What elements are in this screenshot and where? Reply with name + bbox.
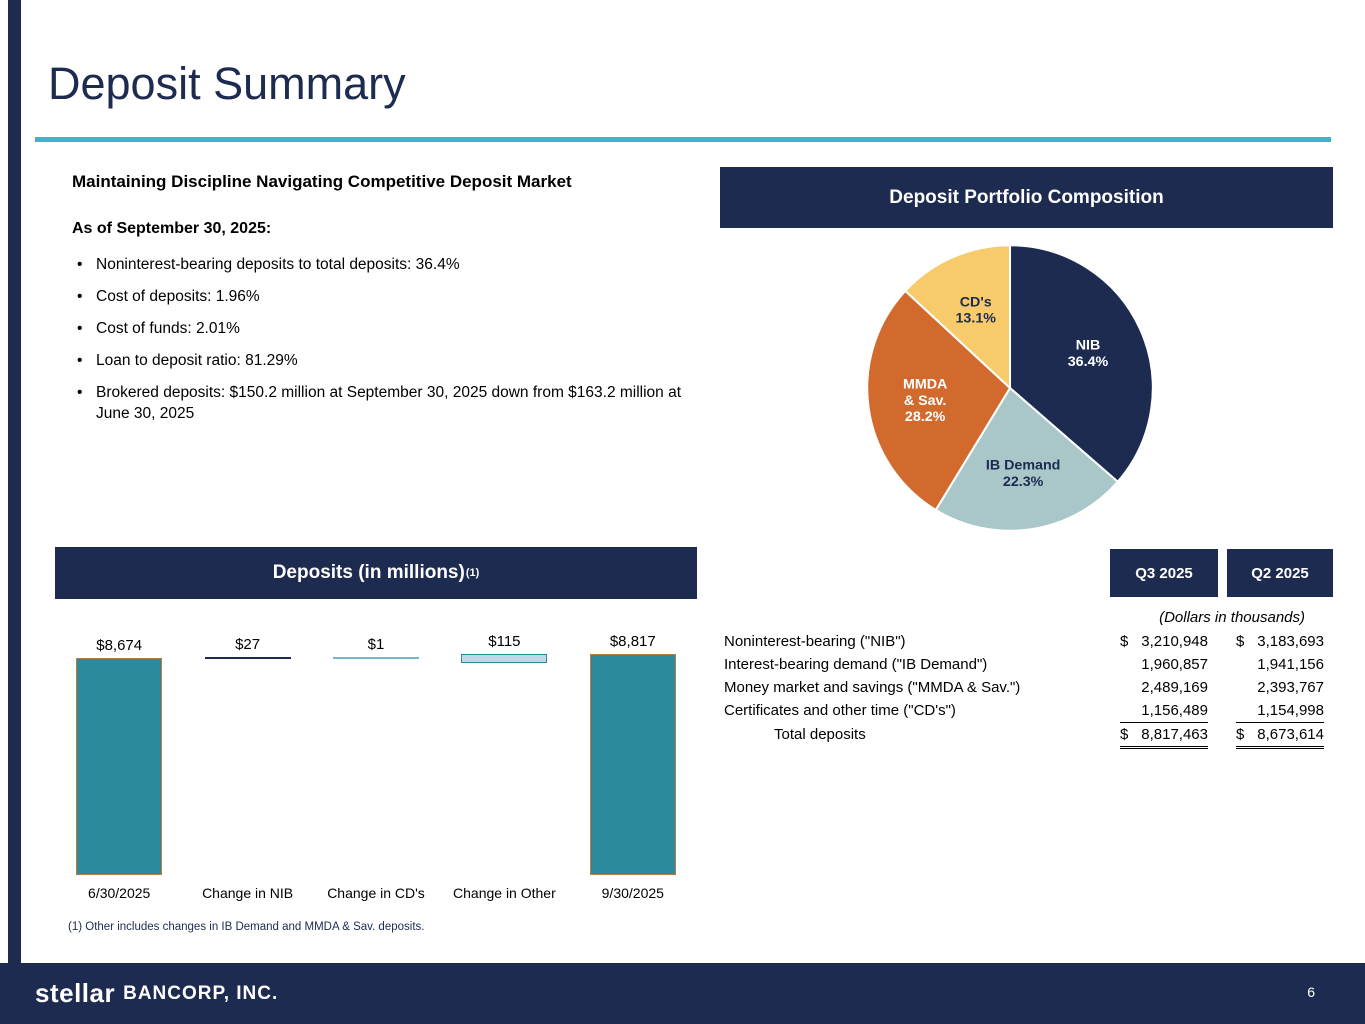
bullet-item: Cost of funds: 2.01% [72, 318, 696, 339]
chart-footnote: (1) Other includes changes in IB Demand … [68, 921, 425, 933]
waterfall-bar-0 [76, 657, 163, 875]
pie-slice-2 [866, 289, 1012, 512]
bar-category-label: Change in Other [453, 885, 556, 901]
table-row: Noninterest-bearing ("NIB") $3,210,948 $3,… [724, 630, 1324, 653]
q3-header-label: Q3 2025 [1135, 564, 1193, 582]
bar-value-label: $8,817 [609, 633, 656, 650]
table-amount-cell: $3,183,693 [1236, 633, 1324, 650]
waterfall-bar-2 [333, 656, 419, 659]
table-amount-cell: 1,941,156 [1257, 656, 1324, 673]
bullet-item: Loan to deposit ratio: 81.29% [72, 350, 696, 371]
bar-category-label: 9/30/2025 [601, 885, 664, 901]
bar-category-label: Change in NIB [202, 885, 294, 901]
table-row-label: Total deposits [774, 726, 866, 743]
bullet-item: Noninterest-bearing deposits to total de… [72, 254, 696, 275]
section-heading: Maintaining Discipline Navigating Compet… [72, 172, 572, 191]
pie-chart: NIB 36.4% IB Demand 22.3% MMDA & Sav. 28.2% CD'… [857, 235, 1163, 541]
highlights-panel: Maintaining Discipline Navigating Compet… [72, 172, 697, 435]
column-gap [1208, 723, 1236, 749]
waterfall-bar-3 [461, 654, 548, 663]
column-gap [1208, 676, 1236, 699]
bar-category-label: Change in CD's [327, 885, 425, 901]
table-row-label: Noninterest-bearing ("NIB") [724, 633, 906, 650]
table-row: Total deposits $8,817,463 $8,673,614 [724, 723, 1324, 749]
deposits-table-body: Noninterest-bearing ("NIB") $3,210,948 $3,… [724, 630, 1324, 749]
waterfall-panel-header: Deposits (in millions) (1) [55, 547, 697, 599]
table-amount-cell: 1,154,998 [1236, 699, 1324, 723]
page-number: 6 [1307, 984, 1315, 1000]
table-row-label: Certificates and other time ("CD's") [724, 702, 956, 719]
table-amount-cell: 1,960,857 [1141, 656, 1208, 673]
pie-slice-label: CD's 13.1% [955, 294, 996, 326]
logo-stellar-text: stellar [35, 978, 116, 1008]
page-title: Deposit Summary [48, 58, 406, 109]
table-row-label: Interest-bearing demand ("IB Demand") [724, 656, 988, 673]
logo-bancorp-text: BANCORP, INC. [123, 982, 279, 1004]
as-of-label: As of September 30, 2025: [72, 220, 272, 237]
bullet-item: Brokered deposits: $150.2 million at Sep… [72, 382, 696, 424]
pie-slice-label: NIB 36.4% [1068, 337, 1109, 369]
footnote-marker: (1) [465, 567, 480, 579]
pie-slice-label: IB Demand 22.3% [986, 458, 1061, 490]
table-amount-cell: $8,817,463 [1120, 723, 1208, 749]
pie-slice-label: MMDA & Sav. 28.2% [903, 377, 947, 426]
waterfall-bar-4 [589, 654, 676, 875]
waterfall-chart: (1) Other includes changes in IB Demand … [55, 599, 697, 959]
company-logo: stellar BANCORP, INC. [35, 963, 278, 1024]
footer-bar: stellar BANCORP, INC. 6 [0, 963, 1365, 1024]
waterfall-panel-title: Deposits (in millions) [272, 562, 465, 583]
bullet-item: Cost of deposits: 1.96% [72, 286, 696, 307]
pie-slice-0 [1008, 244, 1154, 484]
bar-value-label: $8,674 [96, 636, 143, 654]
bar-value-label: $1 [367, 635, 385, 653]
table-row-label: Money market and savings ("MMDA & Sav.") [724, 679, 1021, 696]
table-amount-cell: $3,210,948 [1120, 633, 1208, 650]
pie-chart-svg: NIB 36.4% IB Demand 22.3% MMDA & Sav. 28.2% CD'… [866, 244, 1154, 532]
table-amount-cell: 2,393,767 [1257, 679, 1324, 696]
column-gap [1208, 699, 1236, 723]
bullet-list: Noninterest-bearing deposits to total de… [72, 254, 697, 424]
table-amount-cell: 2,489,169 [1141, 679, 1208, 696]
q2-header-label: Q2 2025 [1251, 564, 1309, 582]
table-header-q2: Q2 2025 [1227, 549, 1333, 597]
table-header-q3: Q3 2025 [1110, 549, 1218, 597]
waterfall-bar-1 [204, 656, 291, 659]
table-row: Money market and savings ("MMDA & Sav.")… [724, 676, 1324, 699]
table-row: Certificates and other time ("CD's") 1,15… [724, 699, 1324, 723]
pie-panel-header: Deposit Portfolio Composition [720, 167, 1333, 228]
bar-category-label: 6/30/2025 [88, 885, 151, 901]
pie-slice-3 [903, 244, 1012, 391]
column-gap [1208, 653, 1236, 676]
deposits-table: Noninterest-bearing ("NIB") $3,210,948 $3,… [724, 630, 1324, 749]
title-divider [35, 137, 1331, 142]
pie-panel-title: Deposit Portfolio Composition [889, 186, 1164, 208]
table-amount-cell: $8,673,614 [1236, 723, 1324, 749]
bar-value-label: $27 [235, 635, 261, 653]
left-accent-bar [8, 0, 21, 963]
bar-value-label: $115 [488, 633, 521, 650]
column-gap [1208, 630, 1236, 653]
units-note: (Dollars in thousands) [1159, 609, 1305, 626]
table-amount-cell: 1,156,489 [1120, 699, 1208, 723]
table-row: Interest-bearing demand ("IB Demand") 1,9… [724, 653, 1324, 676]
pie-slice-1 [934, 386, 1120, 532]
